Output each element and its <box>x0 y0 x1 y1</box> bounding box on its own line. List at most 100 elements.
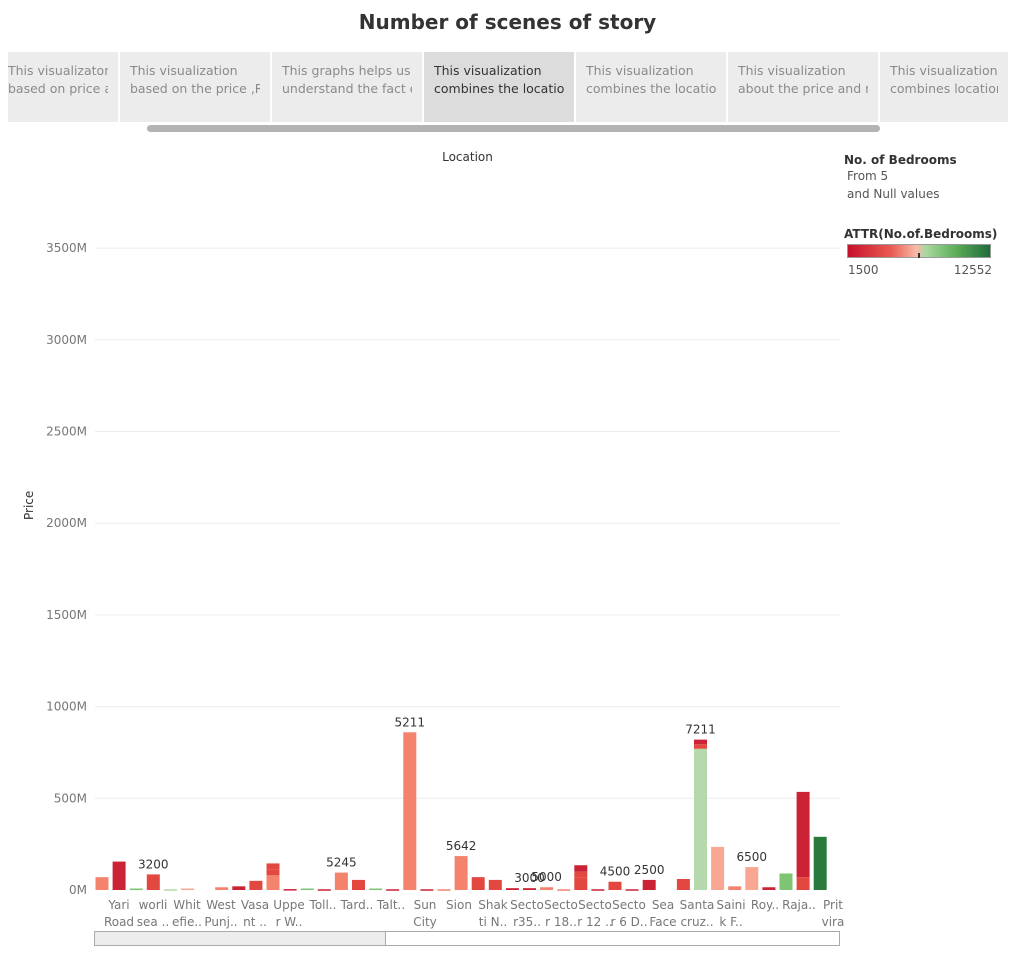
bar-segment[interactable] <box>574 871 588 878</box>
bar-segment[interactable] <box>454 856 468 890</box>
bar-segment[interactable] <box>112 861 126 890</box>
y-tick-label: 2500M <box>46 425 87 439</box>
bar-segment[interactable] <box>694 744 707 749</box>
x-tick-label: efie.. <box>172 915 202 929</box>
bar-segment[interactable] <box>420 889 434 891</box>
x-axis-title: Location <box>442 150 493 164</box>
bar-data-label: 2500 <box>634 863 665 877</box>
bar-segment[interactable] <box>437 889 451 891</box>
story-point-line: This visualization <box>130 63 238 78</box>
bar-segment[interactable] <box>540 887 554 890</box>
filter-value-line: From 5 <box>847 169 889 183</box>
bar-segment[interactable] <box>146 874 160 890</box>
bar-segment[interactable] <box>728 886 742 890</box>
bar-segment[interactable] <box>505 888 519 890</box>
bar-segment[interactable] <box>129 888 143 891</box>
filter-value-line: and Null values <box>847 187 940 201</box>
bar-segment[interactable] <box>334 872 348 890</box>
bar-segment[interactable] <box>676 878 690 890</box>
story-nav-scroll-thumb[interactable] <box>147 125 880 132</box>
bar-segment[interactable] <box>266 869 280 876</box>
bar-segment[interactable] <box>403 732 417 890</box>
bar-segment[interactable] <box>694 739 707 745</box>
story-point-1[interactable]: This visualizaton based on price a.. <box>8 52 118 122</box>
story-nav-scrollbar[interactable] <box>8 123 1008 133</box>
story-point-line: combines the locatio.. <box>434 81 564 96</box>
bar-segment[interactable] <box>215 887 229 890</box>
bar-segment[interactable] <box>796 791 810 878</box>
bar-segment[interactable] <box>95 877 109 890</box>
story-point-line: This visualization <box>586 63 694 78</box>
x-tick-label: Secto <box>578 898 612 912</box>
bar-segment[interactable] <box>523 888 536 890</box>
bar-segment[interactable] <box>488 879 502 890</box>
y-tick-label: 3500M <box>46 241 87 255</box>
bar-segment[interactable] <box>574 865 588 872</box>
filter-title: No. of Bedrooms <box>844 153 957 167</box>
story-point-line: This visualization <box>890 63 998 78</box>
story-point-4-active[interactable]: This visualization combines the locatio.… <box>424 52 574 122</box>
bars <box>95 732 827 891</box>
bar-segment[interactable] <box>711 846 725 890</box>
x-tick-label: vira <box>822 915 845 929</box>
bar-segment[interactable] <box>762 887 776 890</box>
bar-data-label: 5642 <box>446 839 477 853</box>
bar-segment[interactable] <box>249 880 263 890</box>
bar-segment[interactable] <box>300 888 314 891</box>
bar-segment[interactable] <box>181 888 194 891</box>
x-tick-label: Saini <box>716 898 745 912</box>
x-tick-label: Vasa <box>241 898 269 912</box>
bar-segment[interactable] <box>745 867 759 890</box>
y-tick-label: 0M <box>69 883 87 897</box>
bar-segment[interactable] <box>694 748 707 890</box>
bar-data-label: 6500 <box>737 850 768 864</box>
story-point-2[interactable]: This visualization based on the price ,R… <box>120 52 270 122</box>
bar-segment[interactable] <box>352 879 365 890</box>
x-tick-label: Tard.. <box>340 898 374 912</box>
bar-segment[interactable] <box>317 889 331 891</box>
story-point-3[interactable]: This graphs helps us to understand the f… <box>272 52 422 122</box>
x-tick-label: Toll.. <box>309 898 337 912</box>
story-point-5[interactable]: This visualization combines the locatio.… <box>576 52 726 122</box>
x-tick-label: Sea <box>652 898 674 912</box>
x-tick-label: ti N.. <box>479 915 507 929</box>
bar-data-label: 5211 <box>395 715 426 729</box>
x-tick-label: Whit <box>173 898 201 912</box>
chart-scroll-thumb[interactable] <box>95 932 386 945</box>
bar-segment[interactable] <box>283 889 297 891</box>
bar-data-label: 3200 <box>138 857 169 871</box>
story-point-line: This visualization <box>434 63 542 78</box>
bar-segment[interactable] <box>163 889 177 891</box>
bar-segment[interactable] <box>608 881 622 890</box>
y-tick-label: 2000M <box>46 516 87 530</box>
bar-segment[interactable] <box>266 875 280 890</box>
bar-segment[interactable] <box>386 889 400 891</box>
story-point-7[interactable]: This visualization combines location .. <box>880 52 1008 122</box>
gridlines <box>95 247 840 799</box>
x-tick-label: Prit <box>823 898 843 912</box>
chart-horizontal-scrollbar[interactable] <box>94 931 840 946</box>
bar-segment[interactable] <box>591 889 605 891</box>
story-point-6[interactable]: This visualization about the price and m… <box>728 52 878 122</box>
color-legend-title: ATTR(No.of.Bedrooms) <box>844 227 998 241</box>
bar-segment[interactable] <box>779 873 793 890</box>
bar-segment[interactable] <box>642 879 656 890</box>
x-tick-label: cruz.. <box>680 915 713 929</box>
x-tick-label: r 6 D.. <box>610 915 647 929</box>
bar-segment[interactable] <box>557 889 571 891</box>
x-tick-label: nt .. <box>243 915 267 929</box>
bar-segment[interactable] <box>232 886 246 890</box>
y-tick-label: 1500M <box>46 608 87 622</box>
story-point-line: This visualization <box>738 63 846 78</box>
bar-segment[interactable] <box>796 877 810 890</box>
bar-segment[interactable] <box>266 863 280 870</box>
bar-segment[interactable] <box>369 888 383 891</box>
x-tick-label: Road <box>104 915 134 929</box>
story-title: Number of scenes of story <box>358 10 657 34</box>
bar-segment[interactable] <box>625 889 639 891</box>
bar-segment[interactable] <box>574 877 588 890</box>
bar-segment[interactable] <box>471 877 485 890</box>
bar-segment[interactable] <box>813 836 827 890</box>
bar-data-label: 5000 <box>531 870 562 884</box>
